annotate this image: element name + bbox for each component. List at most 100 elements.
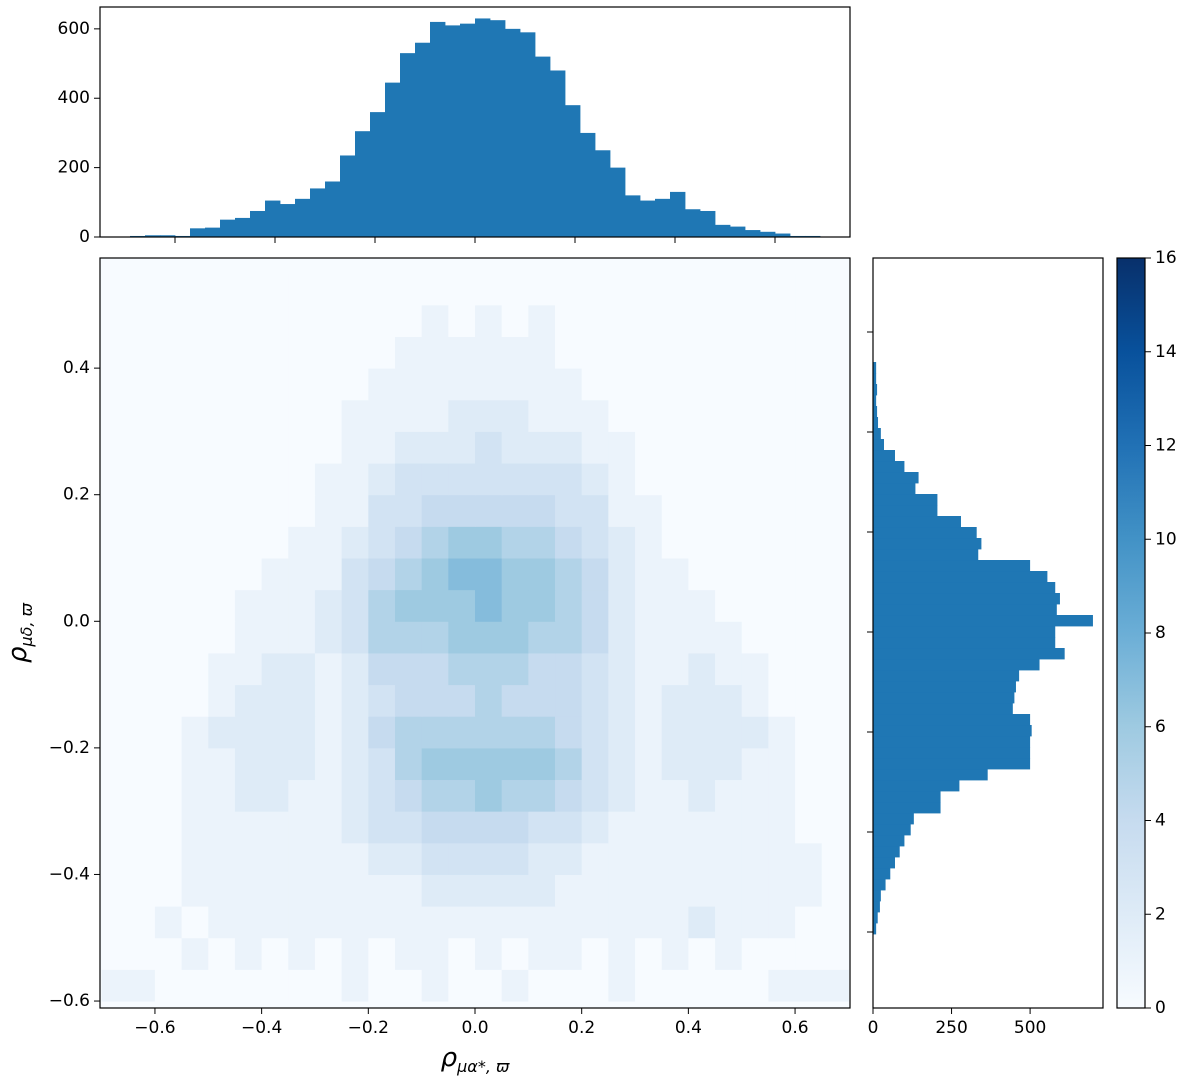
heatmap-cell (635, 842, 663, 875)
heatmap-cell (635, 684, 663, 717)
heatmap-cell (368, 273, 396, 306)
heatmap-cell (288, 684, 316, 717)
heatmap-cell (501, 874, 529, 907)
heatmap-cell (341, 969, 369, 1002)
heatmap-cell (154, 336, 183, 369)
histogram-bar (535, 56, 551, 237)
heatmap-cell (314, 811, 343, 844)
heatmap-cell (741, 811, 769, 844)
heatmap-cell (501, 526, 529, 559)
heatmap-cell (101, 906, 129, 939)
heatmap-cell (555, 842, 583, 875)
heatmap-cell (741, 716, 769, 749)
histogram-bar (873, 417, 879, 429)
heatmap-cell (528, 811, 556, 844)
heatmap-cell (581, 716, 609, 749)
heatmap-cell (448, 811, 476, 844)
heatmap-cell (234, 336, 263, 369)
heatmap-cell (555, 336, 583, 369)
heatmap-cell (768, 811, 796, 844)
heatmap-cell (394, 273, 423, 306)
heatmap-cell (741, 368, 769, 401)
histogram-bar (873, 670, 1020, 682)
heatmap-cell (608, 747, 636, 781)
heatmap-cell (661, 558, 689, 591)
histogram-bar (640, 200, 656, 237)
heatmap-cell (394, 494, 423, 527)
heatmap-cell (128, 368, 156, 401)
heatmap-cell (501, 431, 529, 464)
heatmap-cell (581, 368, 609, 401)
heatmap-cell (501, 716, 529, 749)
heatmap-cell (181, 558, 209, 591)
heatmap-cell (635, 494, 663, 527)
heatmap-cell (341, 937, 369, 970)
heatmap-cell (528, 969, 556, 1002)
heatmap-cell (421, 811, 449, 844)
heatmap-cell (688, 494, 716, 527)
heatmap-cell (421, 747, 449, 781)
histogram-bar (873, 813, 914, 825)
heatmap-cell (688, 811, 716, 844)
heatmap-cell (101, 652, 129, 686)
heatmap-cell (394, 589, 423, 622)
heatmap-cell (208, 874, 236, 907)
heatmap-cell (341, 716, 369, 749)
heatmap-cell (501, 969, 529, 1002)
heatmap-cell (635, 463, 663, 496)
histogram-bar (873, 615, 1093, 627)
heatmap-cell (341, 589, 369, 622)
histogram-bar (873, 912, 878, 924)
heatmap-cell (341, 906, 369, 939)
heatmap-cell (661, 336, 689, 369)
histogram-bar (490, 20, 506, 238)
heatmap-cell (234, 874, 263, 907)
heatmap-cell (555, 273, 583, 306)
x-axis-label: ρμα*, ϖ (441, 1043, 510, 1076)
heatmap-cell (475, 779, 503, 812)
heatmap-cell (314, 779, 343, 812)
heatmap-cell (661, 779, 689, 812)
heatmap-cell (661, 747, 689, 781)
histogram-bar (220, 219, 236, 237)
heatmap-cell (448, 684, 476, 717)
heatmap-cell (795, 842, 823, 875)
heatmap-cell (528, 399, 556, 432)
heatmap-cell (688, 747, 716, 781)
heatmap-cell (448, 652, 476, 686)
heatmap-cell (741, 494, 769, 527)
heatmap-cell (741, 874, 769, 907)
heatmap-cell (501, 368, 529, 401)
heatmap-cell (421, 368, 449, 401)
heatmap-cell (154, 621, 183, 654)
heatmap-cell (128, 304, 156, 337)
heatmap-cell (768, 494, 796, 527)
heatmap-cell (421, 273, 449, 306)
heatmap-cell (635, 368, 663, 401)
heatmap-cell (368, 906, 396, 939)
heatmap-cell (154, 969, 183, 1002)
heatmap-cell (661, 368, 689, 401)
heatmap-cell (128, 494, 156, 527)
heatmap-cell (795, 652, 823, 686)
heatmap-cell (208, 368, 236, 401)
heatmap-cell (661, 811, 689, 844)
heatmap-cell (208, 779, 236, 812)
heatmap-cell (261, 779, 289, 812)
heatmap-cell (154, 463, 183, 496)
histogram-bar (873, 384, 878, 396)
histogram-bar (873, 406, 878, 418)
heatmap-cell (661, 621, 689, 654)
histogram-bar (873, 494, 938, 506)
heatmap-cell (208, 842, 236, 875)
heatmap-cell (688, 558, 716, 591)
heatmap-cell (715, 937, 743, 970)
heatmap-cell (741, 463, 769, 496)
heatmap-cell (688, 779, 716, 812)
heatmap-cell (234, 526, 263, 559)
heatmap-cell (394, 779, 423, 812)
heatmap-cell (394, 906, 423, 939)
heatmap-cell (261, 969, 289, 1002)
heatmap-cell (261, 399, 289, 432)
heatmap-cell (555, 684, 583, 717)
